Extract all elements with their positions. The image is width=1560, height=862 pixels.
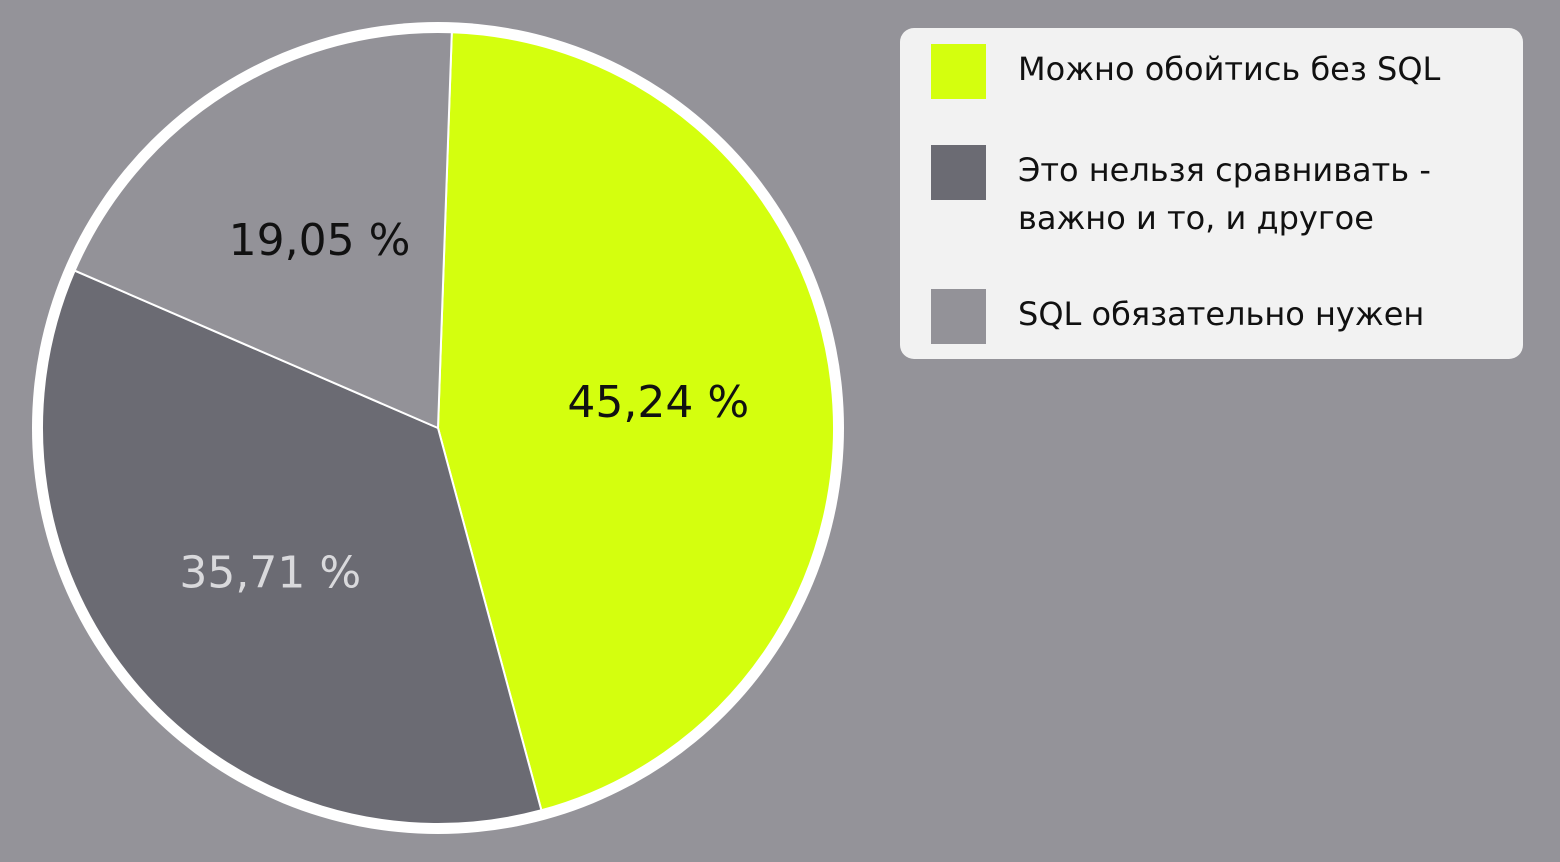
chart-legend: Можно обойтись без SQL Это нельзя сравни…: [900, 28, 1523, 359]
legend-label-no-sql: Можно обойтись без SQL: [1018, 50, 1441, 88]
pie-chart: 45,24 % 35,71 % 19,05 %: [32, 22, 844, 834]
pie-label-no-sql: 45,24 %: [567, 377, 749, 428]
legend-swatch-sql-required: [931, 289, 986, 344]
pie-label-sql-required: 19,05 %: [229, 215, 411, 266]
legend-label-both-important: Это нельзя сравнивать - важно и то, и др…: [1018, 151, 1431, 237]
pie-slice-sql-required: [73, 31, 453, 430]
pie-slice-both-important: [41, 269, 543, 825]
legend-label-sql-required: SQL обязательно нужен: [1018, 295, 1425, 333]
pie-slice-no-sql: [436, 31, 835, 812]
pie-label-both-important: 35,71 %: [179, 548, 361, 599]
legend-swatch-no-sql: [931, 44, 986, 99]
legend-swatch-both-important: [931, 145, 986, 200]
